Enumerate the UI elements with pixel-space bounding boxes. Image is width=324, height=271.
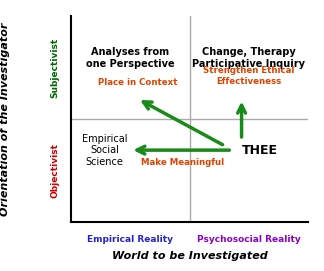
Text: Place in Context: Place in Context [98, 78, 177, 87]
Text: Empirical Reality: Empirical Reality [87, 235, 173, 244]
Text: Subjectivist: Subjectivist [50, 38, 59, 98]
Text: Analyses from
one Perspective: Analyses from one Perspective [86, 47, 175, 69]
Text: Strengthen Ethical
Effectiveness: Strengthen Ethical Effectiveness [203, 66, 295, 86]
Text: Orientation of the Investigator: Orientation of the Investigator [0, 22, 10, 216]
Text: Empirical
Social
Science: Empirical Social Science [82, 134, 127, 167]
Text: Objectivist: Objectivist [50, 143, 59, 198]
Text: Make Meaningful: Make Meaningful [141, 158, 224, 167]
Text: Change, Therapy
Participative Inquiry: Change, Therapy Participative Inquiry [192, 47, 305, 69]
Text: Psychosocial Reality: Psychosocial Reality [197, 235, 301, 244]
Text: THEE: THEE [242, 144, 278, 157]
Text: World to be Investigated: World to be Investigated [112, 251, 267, 261]
